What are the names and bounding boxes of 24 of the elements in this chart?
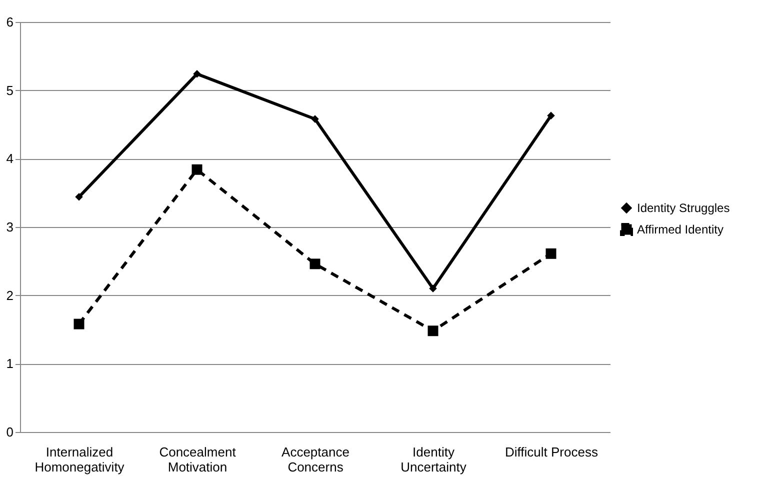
legend-label: Affirmed Identity [637, 222, 724, 236]
y-tick-label: 2 [6, 288, 14, 303]
point [311, 115, 319, 123]
legend-label: Identity Struggles [637, 201, 730, 215]
y-tick-label: 3 [6, 220, 14, 234]
y-tick-label: 0 [6, 424, 14, 440]
point [429, 284, 437, 292]
point [74, 318, 84, 330]
y-tick-label: 6 [6, 14, 14, 30]
y-tick-label: 5 [6, 82, 14, 98]
x-tick-label: Acceptance Concerns [282, 444, 350, 474]
point [428, 326, 438, 336]
y-tick-label: 1 [6, 356, 14, 372]
point [547, 112, 555, 120]
point [75, 193, 83, 201]
point [192, 164, 202, 175]
y-tick-label: 4 [6, 151, 14, 166]
point [193, 70, 201, 78]
x-tick-label: Concealment Motivation [159, 444, 236, 474]
point [310, 258, 320, 270]
x-tick-label: Identity Uncertainty [400, 444, 467, 474]
point [546, 248, 556, 259]
x-tick-label: Internalized Homonegativity [34, 444, 125, 474]
x-tick-label: Difficult Process [505, 444, 598, 460]
